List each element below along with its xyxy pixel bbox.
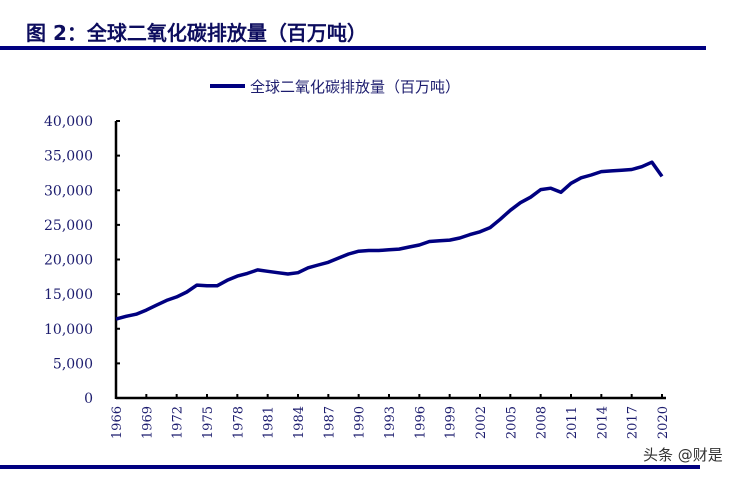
y-tick-label: 35,000 [44,149,93,165]
bottom-rule [0,465,700,469]
x-tick-label: 2011 [565,406,580,439]
y-tick-label: 40,000 [44,114,93,130]
y-tick-label: 25,000 [44,218,93,234]
x-tick-label: 2002 [474,406,489,439]
x-tick-label: 2020 [656,406,671,439]
x-tick-label: 1981 [262,406,277,439]
x-tick-label: 2008 [535,406,550,439]
top-rule [0,46,706,50]
x-tick-label: 1993 [383,406,398,439]
axes [114,121,666,400]
y-tick-label: 0 [84,391,93,407]
y-tick-label: 20,000 [44,253,93,269]
x-tick-label: 1975 [201,406,216,439]
x-tick-label: 2014 [595,406,610,439]
y-tick-label: 5,000 [53,356,93,372]
x-tick-label: 1978 [231,406,246,439]
x-tick-label: 1984 [292,406,307,439]
series-line-co2 [115,160,664,321]
x-tick-label: 1972 [171,406,186,439]
x-tick-label: 1969 [140,406,155,439]
y-tick-label: 10,000 [44,322,93,338]
y-tick-label: 15,000 [44,287,93,303]
x-tick-label: 1966 [110,406,125,439]
y-tick-label: 30,000 [44,183,93,199]
figure-title: 图 2：全球二氧化碳排放量（百万吨） [26,21,367,45]
x-tick-label: 1987 [322,406,337,439]
x-tick-label: 1996 [413,406,428,439]
series-points [115,162,663,320]
x-tick-label: 2005 [504,406,519,439]
x-axis-ticks: 1966 1969 1972 1975 1978 1981 1984 1987 1990 1993… [110,394,671,439]
y-axis-ticks: 0 5,000 10,000 15,000 20,000 25,000 30,000 35,0… [44,114,120,407]
watermark: 头条 @财是 [643,446,723,464]
legend-label: 全球二氧化碳排放量（百万吨） [250,78,460,96]
x-tick-label: 2017 [626,406,641,439]
x-tick-label: 1990 [353,406,368,439]
x-tick-label: 1999 [444,406,459,439]
